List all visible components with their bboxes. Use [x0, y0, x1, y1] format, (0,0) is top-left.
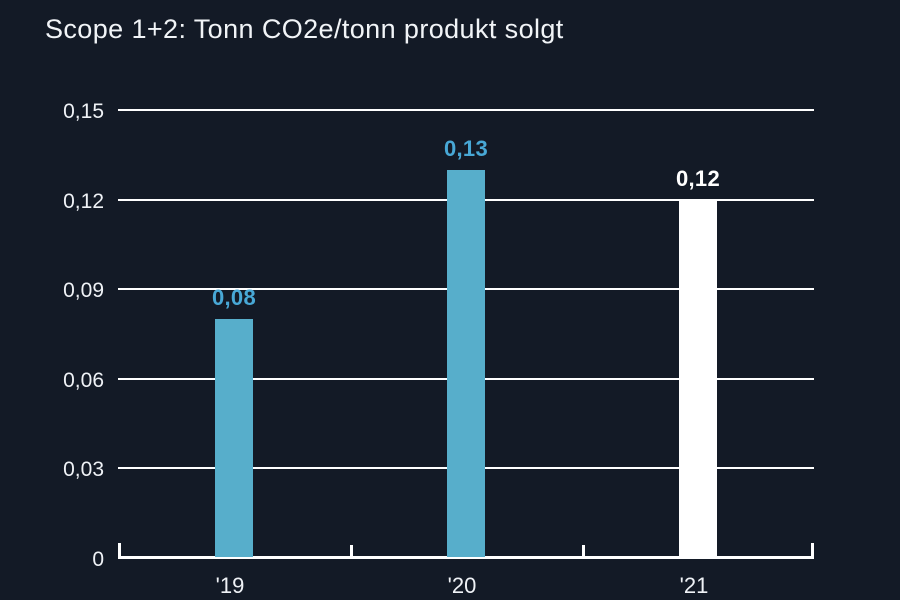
x-axis-label-20: '20 — [447, 573, 477, 598]
x-axis-tick — [118, 543, 121, 556]
y-axis-tick-label: 0,09 — [63, 279, 104, 303]
chart-title: Scope 1+2: Tonn CO2e/tonn produkt solgt — [45, 14, 564, 44]
x-axis-tick — [582, 545, 585, 556]
x-axis-tick — [811, 543, 814, 556]
bar-20 — [447, 169, 485, 557]
y-axis-tick-label: 0,12 — [63, 189, 104, 213]
bar-19 — [215, 319, 253, 557]
y-axis-tick-label: 0 — [92, 548, 104, 571]
bar-value-label-20: 0,13 — [443, 135, 489, 161]
gridline — [118, 109, 814, 111]
x-axis-label-21: '21 — [679, 573, 709, 598]
x-axis-tick — [350, 545, 353, 556]
x-axis-line — [118, 556, 814, 559]
bar-value-label-19: 0,08 — [211, 285, 257, 311]
y-axis-tick-label: 0,06 — [63, 368, 104, 392]
y-axis-tick-label: 0,03 — [63, 458, 104, 482]
y-axis-tick-label: 0,15 — [63, 100, 104, 123]
x-axis-label-19: '19 — [215, 573, 245, 598]
bar-21 — [679, 199, 717, 557]
bar-value-label-21: 0,12 — [675, 165, 721, 191]
